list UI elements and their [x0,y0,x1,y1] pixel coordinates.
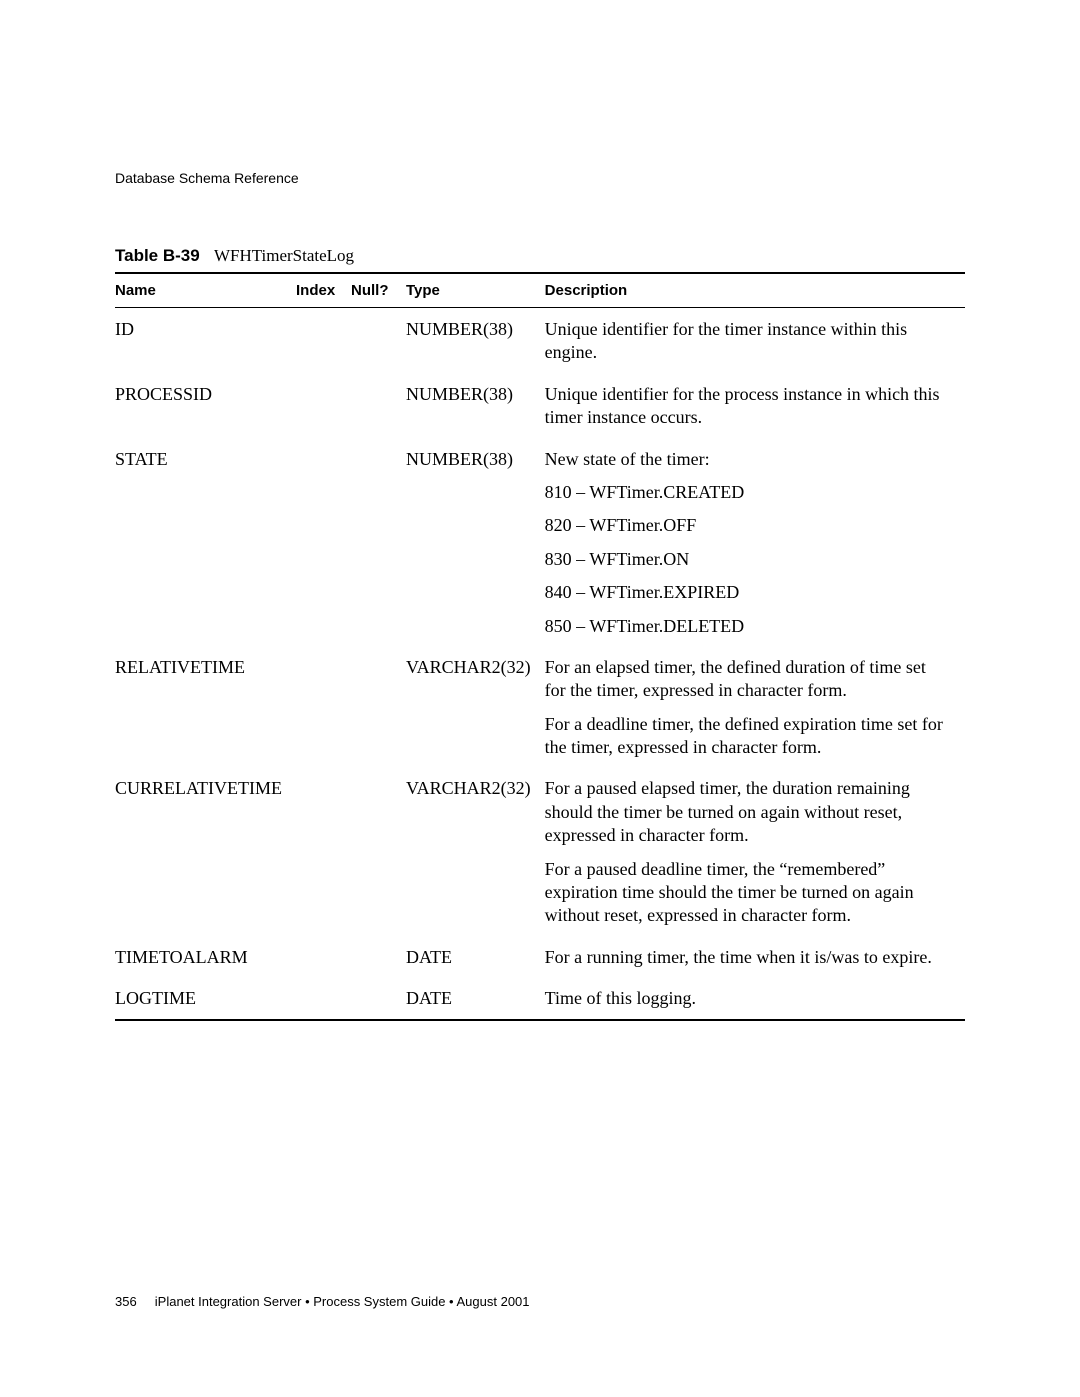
cell-description: Unique identifier for the process instan… [545,373,965,438]
cell-type: VARCHAR2(32) [406,646,545,768]
col-header-name: Name [115,273,296,308]
cell-null [351,373,406,438]
description-paragraph: 810 – WFTimer.CREATED [545,481,951,504]
cell-name: ID [115,308,296,373]
table-row: RELATIVETIME VARCHAR2(32)For an elapsed t… [115,646,965,768]
cell-null [351,767,406,935]
description-paragraph: For a paused deadline timer, the “rememb… [545,858,951,928]
section-header: Database Schema Reference [115,170,965,186]
cell-index [296,646,351,768]
cell-index [296,308,351,373]
cell-name: CURRELATIVETIME [115,767,296,935]
cell-name: PROCESSID [115,373,296,438]
cell-type: VARCHAR2(32) [406,767,545,935]
col-header-type: Type [406,273,545,308]
schema-table: Name Index Null? Type Description ID NUMB… [115,272,965,1021]
table-row: PROCESSID NUMBER(38)Unique identifier for… [115,373,965,438]
table-header-row: Name Index Null? Type Description [115,273,965,308]
description-paragraph: For a paused elapsed timer, the duration… [545,777,951,847]
table-body: IDNUMBER(38)Unique identifier for the ti… [115,308,965,1020]
cell-description: Time of this logging. [545,977,965,1019]
cell-null [351,646,406,768]
cell-type: NUMBER(38) [406,438,545,646]
description-paragraph: For an elapsed timer, the defined durati… [545,656,951,703]
description-paragraph: For a deadline timer, the defined expira… [545,713,951,760]
cell-type: DATE [406,977,545,1019]
cell-description: Unique identifier for the timer instance… [545,308,965,373]
description-paragraph: Unique identifier for the timer instance… [545,318,951,365]
cell-name: STATE [115,438,296,646]
cell-type: NUMBER(38) [406,373,545,438]
cell-null [351,936,406,977]
footer-text: iPlanet Integration Server • Process Sys… [155,1294,530,1309]
table-caption-title: WFHTimerStateLog [214,246,354,265]
table-caption: Table B-39 WFHTimerStateLog [115,246,965,266]
description-paragraph: 850 – WFTimer.DELETED [545,615,951,638]
table-row: LOGTIME DATETime of this logging. [115,977,965,1019]
description-paragraph: 830 – WFTimer.ON [545,548,951,571]
cell-description: For an elapsed timer, the defined durati… [545,646,965,768]
cell-index [296,438,351,646]
cell-name: TIMETOALARM [115,936,296,977]
cell-null [351,438,406,646]
col-header-null: Null? [351,273,406,308]
page-content: Database Schema Reference Table B-39 WFH… [0,0,1080,1021]
cell-null [351,308,406,373]
page-footer: 356 iPlanet Integration Server • Process… [115,1294,530,1309]
description-paragraph: New state of the timer: [545,448,951,471]
cell-description: New state of the timer: 810 – WFTimer.CRE… [545,438,965,646]
cell-type: DATE [406,936,545,977]
cell-index [296,373,351,438]
col-header-index: Index [296,273,351,308]
cell-index [296,936,351,977]
cell-index [296,767,351,935]
cell-description: For a running timer, the time when it is… [545,936,965,977]
page-number: 356 [115,1294,137,1309]
table-row: STATE NUMBER(38)New state of the timer: 81… [115,438,965,646]
cell-type: NUMBER(38) [406,308,545,373]
table-row: CURRELATIVETIME VARCHAR2(32)For a paused … [115,767,965,935]
description-paragraph: Time of this logging. [545,987,951,1010]
description-paragraph: For a running timer, the time when it is… [545,946,951,969]
cell-name: RELATIVETIME [115,646,296,768]
col-header-desc: Description [545,273,965,308]
table-caption-prefix: Table B-39 [115,246,200,265]
cell-description: For a paused elapsed timer, the duration… [545,767,965,935]
cell-name: LOGTIME [115,977,296,1019]
cell-null [351,977,406,1019]
description-paragraph: Unique identifier for the process instan… [545,383,951,430]
cell-index [296,977,351,1019]
description-paragraph: 840 – WFTimer.EXPIRED [545,581,951,604]
description-paragraph: 820 – WFTimer.OFF [545,514,951,537]
table-row: TIMETOALARM DATEFor a running timer, the … [115,936,965,977]
table-row: ID NUMBER(38)Unique identifier for the ti… [115,308,965,373]
